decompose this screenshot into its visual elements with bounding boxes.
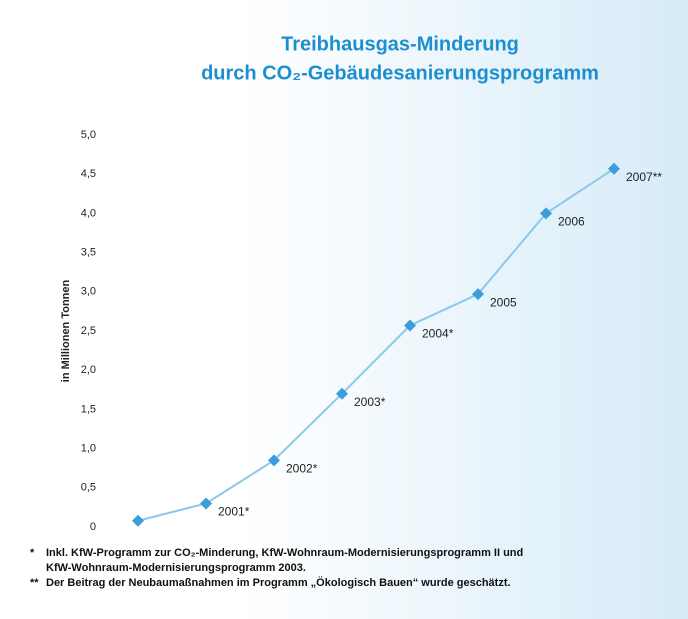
y-tick-label: 3,0 (81, 286, 96, 298)
point-label: 2007** (626, 170, 662, 184)
point-label: 2006 (558, 215, 585, 229)
chart-title: Treibhausgas-Minderung (281, 33, 519, 55)
y-tick-label: 2,0 (81, 364, 96, 376)
footnote: * Inkl. KfW-Programm zur CO₂-Minderung, K… (30, 546, 670, 576)
y-tick-label: 3,5 (81, 247, 96, 259)
point (608, 162, 620, 175)
footnote-text: Inkl. KfW-Programm zur CO₂-Minderung, Kf… (46, 546, 523, 576)
point (540, 207, 552, 220)
point-label: 2003* (354, 395, 386, 409)
point (268, 454, 280, 467)
footnote-line: Inkl. KfW-Programm zur CO₂-Minderung, Kf… (46, 547, 524, 559)
point (336, 387, 348, 400)
line (137, 167, 615, 522)
footnote-text: Der Beitrag der Neubaumaßnahmen im Progr… (46, 576, 511, 591)
y-tick-label: 1,5 (81, 403, 96, 415)
point-label: 2005 (490, 295, 517, 309)
footnote-marker: * (30, 547, 35, 559)
point-label: 2002* (286, 462, 318, 476)
footnotes: * Inkl. KfW-Programm zur CO₂-Minderung, K… (30, 546, 670, 591)
y-tick-label: 0,5 (81, 482, 96, 494)
y-tick-label: 1,0 (81, 443, 96, 455)
footnote-line: Der Beitrag der Neubaumaßnahmen im Progr… (46, 577, 511, 589)
y-axis-label: in Millionen Tonnen (60, 279, 72, 382)
footnote-line: KfW-Wohnraum-Modernisierungsprogramm 200… (46, 562, 306, 574)
point (132, 514, 144, 527)
point-label: 2001* (218, 505, 250, 519)
y-tick-label: 4,0 (81, 207, 96, 219)
footnote-marker: ** (30, 577, 39, 589)
y-tick-label: 4,5 (81, 168, 96, 180)
y-tick-label: 2,5 (81, 325, 96, 337)
point (404, 319, 416, 332)
point-label: 2004* (422, 327, 454, 341)
y-tick-label: 5,0 (81, 129, 96, 141)
y-tick-label: 0 (90, 521, 96, 533)
point (472, 288, 484, 301)
footnote: ** Der Beitrag der Neubaumaßnahmen im Pro… (30, 576, 670, 591)
point (200, 497, 212, 510)
chart-title: durch CO₂-Gebäudesanierungsprogramm (201, 62, 599, 84)
